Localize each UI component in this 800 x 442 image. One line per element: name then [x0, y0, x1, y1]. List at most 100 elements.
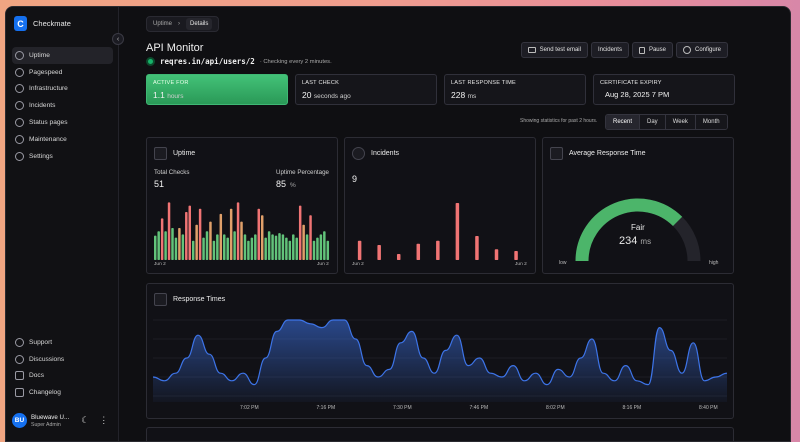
send-test-email-button[interactable]: Send test email: [520, 42, 588, 58]
incident-bar: [455, 203, 460, 260]
button-label: Pause: [648, 47, 666, 53]
sidebar-item-label: Changelog: [29, 389, 61, 397]
chevron-right-icon: ›: [178, 21, 181, 27]
sidebar-item-label: Discussions: [29, 355, 65, 363]
uptime-bar: [229, 208, 233, 260]
gauge-number: 234: [619, 235, 638, 247]
uptime-bar: [302, 224, 305, 260]
uptime-bar: [298, 205, 302, 260]
stat-value: 228 ms: [451, 90, 579, 100]
response-times-card-header: Response Times: [154, 293, 225, 306]
incidents-bar-chart: [357, 203, 518, 260]
collapse-sidebar-button[interactable]: ‹: [112, 33, 124, 45]
sidebar-item-pagespeed[interactable]: Pagespeed: [12, 64, 113, 81]
uptime-card-header: Uptime: [154, 147, 195, 160]
uptime-bar: [209, 221, 212, 260]
gauge-high-label: high: [709, 260, 719, 266]
response-times-card: Response Times: [146, 283, 734, 419]
sidebar-item-maintenance[interactable]: Maintenance: [12, 131, 113, 148]
uptime-bar: [188, 205, 191, 260]
sidebar-item-discussions[interactable]: Discussions: [12, 351, 113, 368]
chevron-left-icon: ‹: [116, 35, 120, 43]
uptime-bar: [191, 240, 195, 260]
status-dot-icon: [146, 57, 155, 66]
uptime-bar: [216, 234, 219, 260]
stat-unit: hours: [167, 93, 184, 100]
uptime-percentage-label: Uptime Percentage: [276, 169, 329, 176]
sidebar-item-label: Support: [29, 338, 53, 346]
stat-active-for: ACTIVE FOR 1.1 hours: [146, 74, 288, 105]
uptime-bar: [271, 234, 274, 260]
alert-icon: [15, 101, 24, 111]
incident-bar: [494, 249, 499, 260]
x-tick-label: 8:16 PM: [622, 405, 642, 411]
uptime-bar: [264, 237, 267, 260]
uptime-bar: [226, 237, 229, 260]
sidebar-item-support[interactable]: Support: [12, 334, 113, 351]
uptime-bar: [219, 213, 223, 260]
incident-bar: [475, 236, 479, 260]
pause-button[interactable]: Pause: [631, 42, 673, 58]
brand[interactable]: C Checkmate: [14, 16, 71, 31]
x-tick-label: 8:40 PM: [699, 405, 718, 411]
globe-icon: [15, 50, 24, 60]
user-menu[interactable]: BU Bluewave U... Super Admin ☾ ⋮: [12, 413, 113, 428]
uptime-bar: [285, 237, 288, 260]
uptime-bar: [233, 231, 236, 260]
uptime-x-end: Jun 2: [317, 262, 329, 267]
uptime-bar: [212, 240, 216, 260]
uptime-bar: [250, 237, 254, 260]
more-options-icon[interactable]: ⋮: [99, 415, 109, 425]
range-note: Showing statistics for past 2 hours.: [520, 118, 598, 124]
sidebar-item-label: Infrastructure: [29, 85, 68, 93]
uptime-bar: [240, 221, 243, 260]
uptime-bar: [267, 231, 271, 260]
stat-number: 20: [302, 90, 312, 100]
sidebar-item-label: Settings: [29, 152, 53, 160]
card-title: Average Response Time: [569, 150, 646, 157]
status-icon: [15, 118, 24, 128]
uptime-bar: [223, 234, 226, 260]
moon-icon[interactable]: ☾: [81, 415, 90, 425]
uptime-bar: [260, 215, 264, 260]
user-name: Bluewave U...: [31, 413, 70, 421]
total-checks-label: Total Checks: [154, 169, 190, 176]
range-week-button[interactable]: Week: [665, 115, 696, 129]
uptime-percentage-unit: %: [290, 182, 296, 189]
sidebar-item-settings[interactable]: Settings: [12, 148, 113, 165]
uptime-card: Uptime Total Checks 51 Uptime Percentage…: [146, 137, 338, 274]
range-recent-button[interactable]: Recent: [606, 115, 641, 129]
stat-unit: ms: [467, 93, 477, 100]
sidebar-item-incidents[interactable]: Incidents: [12, 97, 113, 114]
uptime-x-start: Jun 2: [154, 262, 166, 267]
time-range-selector: Recent Day Week Month: [605, 114, 728, 130]
app-name: Checkmate: [33, 19, 71, 28]
gauge-fill: [575, 198, 683, 262]
alert-icon: [352, 147, 365, 160]
sidebar-item-status-pages[interactable]: Status pages: [12, 114, 113, 131]
sidebar-item-uptime[interactable]: Uptime: [12, 47, 113, 64]
user-role: Super Admin: [31, 421, 61, 428]
uptime-bar: [305, 234, 309, 260]
app-window: C Checkmate Uptime Pagespeed Infrastruct…: [5, 6, 791, 442]
incidents-button[interactable]: Incidents: [590, 42, 629, 58]
incidents-x-end: Jun 2: [515, 262, 527, 267]
stat-certificate-expiry: CERTIFICATE EXPIRY Aug 28, 2025 7 PM: [593, 74, 735, 105]
sidebar-item-changelog[interactable]: Changelog: [12, 384, 113, 401]
range-month-button[interactable]: Month: [695, 115, 727, 129]
breadcrumb-parent[interactable]: Uptime: [153, 21, 173, 27]
x-tick-label: 7:30 PM: [393, 405, 412, 411]
sidebar-item-infrastructure[interactable]: Infrastructure: [12, 81, 113, 98]
uptime-bar: [243, 234, 247, 260]
range-day-button[interactable]: Day: [640, 115, 666, 129]
sidebar-item-docs[interactable]: Docs: [12, 368, 113, 385]
incident-bar: [436, 240, 440, 260]
configure-button[interactable]: Configure: [675, 42, 728, 58]
response-times-chart: [153, 319, 727, 402]
card-title: Incidents: [371, 150, 400, 157]
page-title: API Monitor: [146, 42, 204, 54]
x-tick-label: 7:02 PM: [240, 405, 259, 411]
incident-bar: [396, 254, 401, 260]
uptime-bar: [195, 224, 198, 260]
stat-label: LAST CHECK: [302, 80, 340, 86]
